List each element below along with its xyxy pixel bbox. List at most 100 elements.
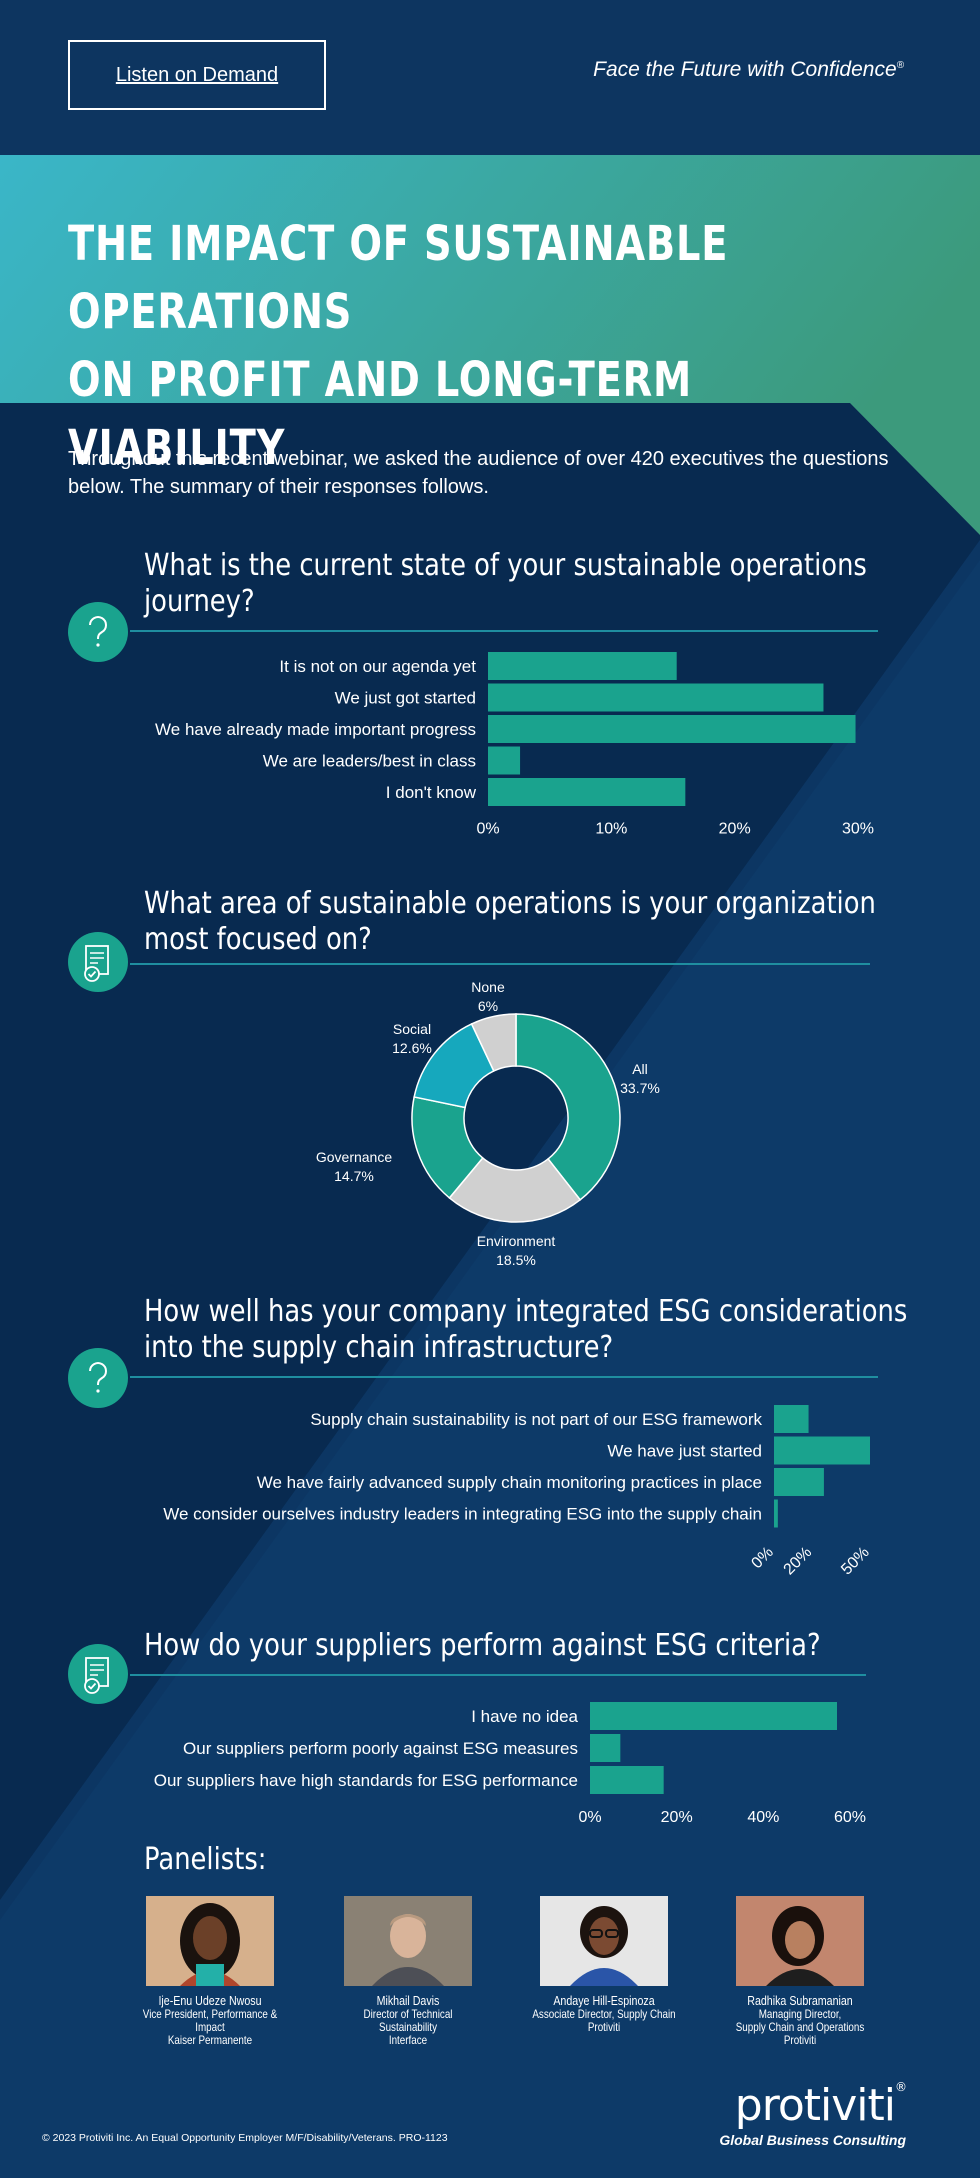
panelist-name: Mikhail Davis (376, 1993, 440, 2008)
logo-mark: ® (895, 2080, 907, 2094)
bar (488, 683, 824, 712)
panelist-role: Vice President, Performance & (142, 2007, 278, 2021)
pie-slice (470, 1013, 517, 1072)
bar-label: We have already made important progress (155, 720, 476, 739)
panelist-card: Radhika Subramanian Managing Director, S… (700, 1896, 900, 2047)
bar (488, 746, 521, 775)
checklist-icon (68, 932, 128, 992)
bar-label: We are leaders/best in class (263, 752, 476, 771)
question-icon (68, 602, 128, 662)
panelist-role: Interface (388, 2033, 428, 2047)
panelist-role: Kaiser Permanente (167, 2033, 253, 2047)
question-icon (68, 1348, 128, 1408)
tick-label: 10% (595, 821, 627, 838)
bar (488, 652, 677, 680)
tick-label: 40% (747, 1809, 779, 1826)
bar-label: It is not on our agenda yet (279, 657, 476, 676)
bar (774, 1436, 870, 1465)
intro-text: Throughout this recent webinar, we asked… (68, 448, 889, 498)
bar (590, 1702, 837, 1730)
panelist-role: Supply Chain and Operations (735, 2020, 865, 2034)
pie-slice (515, 1013, 621, 1201)
tick-label: 20% (661, 1809, 693, 1826)
logo-text: protiviti (734, 2080, 896, 2131)
checklist-icon (68, 1644, 128, 1704)
pie-slice (448, 1156, 582, 1223)
bar (774, 1499, 778, 1528)
question-3-title: How well has your company integrated ESG… (144, 1294, 908, 1365)
question-4-title: How do your suppliers perform against ES… (144, 1628, 821, 1663)
slice-label: Social (393, 1021, 431, 1037)
panelist-role: Associate Director, Supply Chain (532, 2007, 676, 2021)
tick-label: 30% (842, 821, 874, 838)
slice-value-label: 12.6% (392, 1040, 432, 1056)
bar-label: Our suppliers perform poorly against ESG… (183, 1739, 578, 1758)
bar (774, 1405, 809, 1433)
slice-value-label: 14.7% (334, 1168, 374, 1184)
listen-on-demand-button[interactable]: Listen on Demand (68, 40, 326, 110)
page-title: THE IMPACT OF SUSTAINABLE OPERATIONS ON … (68, 210, 772, 482)
bar-label: We have just started (607, 1442, 762, 1461)
question-4-divider (130, 1674, 866, 1676)
bar-label: Our suppliers have high standards for ES… (154, 1771, 578, 1790)
tagline-text: Face the Future with Confidence (593, 58, 897, 81)
panelist-role: Director of Technical (363, 2007, 453, 2021)
page-title-line-1: THE IMPACT OF SUSTAINABLE OPERATIONS (68, 216, 729, 340)
question-2-title: What area of sustainable operations is y… (144, 886, 876, 957)
protiviti-logo: protiviti® (734, 2080, 907, 2131)
panelist-name: Radhika Subramanian (747, 1993, 853, 2008)
panelist-role: Protiviti (783, 2033, 817, 2047)
question-1-divider (130, 630, 878, 632)
bar-label: We have fairly advanced supply chain mon… (257, 1473, 762, 1492)
bar (488, 778, 686, 806)
panelist-name: Andaye Hill-Espinoza (553, 1993, 655, 2008)
slice-label: None (471, 979, 505, 995)
slice-value-label: 33.7% (620, 1080, 660, 1096)
bar-label: Supply chain sustainability is not part … (310, 1410, 762, 1429)
slice-label: All (632, 1061, 648, 1077)
slice-value-label: 6% (478, 998, 498, 1014)
panelist-card: Andaye Hill-Espinoza Associate Director,… (504, 1896, 704, 2034)
page-title-line-2: ON PROFIT AND LONG-TERM VIABILITY (68, 352, 692, 476)
logo-subtitle: Global Business Consulting (719, 2132, 906, 2148)
tick-label: 0% (578, 1809, 601, 1826)
question-2-divider (130, 963, 870, 965)
panelist-photo (736, 1896, 864, 1986)
bar-label: We consider ourselves industry leaders i… (163, 1505, 762, 1524)
panelist-role: Impact (195, 2020, 225, 2034)
panelist-photo (146, 1896, 274, 1986)
bar (590, 1734, 621, 1762)
tagline: Face the Future with Confidence® (593, 58, 904, 82)
panelist-card: Ije-Enu Udeze Nwosu Vice President, Perf… (110, 1896, 310, 2047)
panelist-name: Ije-Enu Udeze Nwosu (158, 1993, 262, 2008)
slice-label: Environment (477, 1233, 556, 1249)
panelist-card: Mikhail Davis Director of Technical Sust… (308, 1896, 508, 2047)
question-3-divider (130, 1376, 878, 1378)
footer-copyright: © 2023 Protiviti Inc. An Equal Opportuni… (42, 2132, 448, 2144)
bar (488, 715, 856, 743)
panelist-photo (344, 1896, 472, 1986)
slice-label: Governance (316, 1149, 392, 1165)
panelist-role: Managing Director, (758, 2007, 842, 2021)
panelist-role: Protiviti (587, 2020, 621, 2034)
bar (774, 1468, 824, 1496)
bar-label: We just got started (335, 689, 476, 708)
tick-label: 0% (476, 821, 499, 838)
bar (590, 1766, 664, 1794)
tick-label: 20% (719, 821, 751, 838)
slice-value-label: 18.5% (496, 1252, 536, 1268)
panelists-title: Panelists: (144, 1842, 267, 1877)
bar-label: I don't know (386, 783, 477, 802)
question-1-title: What is the current state of your sustai… (144, 548, 867, 619)
panelist-role: Sustainability (379, 2020, 437, 2034)
bar-label: I have no idea (471, 1707, 578, 1726)
tick-label: 60% (834, 1809, 866, 1826)
panelist-photo (540, 1896, 668, 1986)
registered-mark: ® (896, 60, 904, 71)
